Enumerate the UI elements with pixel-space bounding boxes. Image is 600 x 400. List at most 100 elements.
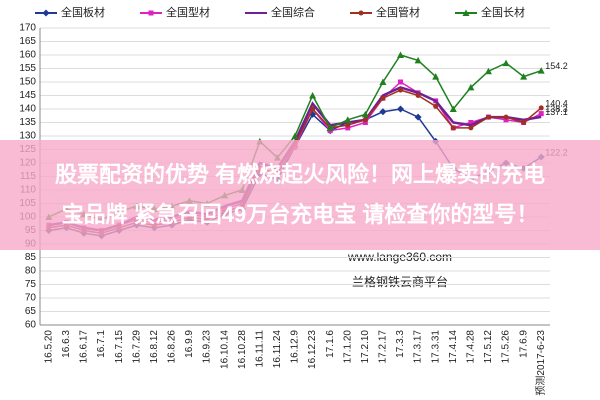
marker [291, 132, 299, 139]
marker [345, 125, 351, 131]
end-label: 154.2 [545, 61, 568, 71]
marker [148, 10, 154, 16]
marker [449, 105, 457, 112]
x-tick-label: 16.7.29 [131, 330, 142, 364]
marker [414, 113, 422, 121]
marker [450, 125, 456, 131]
end-label: 138.3 [545, 104, 568, 114]
legend-label: 全国管材 [376, 5, 420, 19]
y-tick-label: 140 [19, 104, 36, 115]
y-tick-label: 170 [19, 23, 36, 34]
marker [345, 122, 351, 128]
x-tick-label: 17.3.31 [430, 330, 441, 364]
x-tick-label: 17.1.6 [325, 330, 336, 358]
end-label: 137.1 [545, 107, 568, 117]
x-tick-label: 17.4.28 [466, 330, 477, 364]
x-tick-label: 17.2.17 [378, 330, 389, 364]
marker [468, 120, 474, 125]
x-tick-label: 16.8.12 [149, 330, 160, 364]
x-tick-label: 预测2017-6-23 [534, 330, 547, 396]
marker [362, 120, 368, 125]
marker [467, 83, 475, 91]
marker [398, 79, 404, 85]
y-tick-label: 85 [25, 252, 37, 263]
legend-label: 全国板材 [61, 5, 105, 19]
x-tick-label: 16.9.23 [202, 330, 213, 364]
x-tick-label: 16.12.23 [307, 330, 318, 369]
x-tick-label: 16.6.17 [79, 330, 90, 364]
marker [309, 92, 317, 99]
overlay-banner: 股票配资的优势 有燃烧起火风险！网上爆卖的充电 宝品牌 紧急召回49万台充电宝 … [0, 140, 600, 250]
end-label: 140.4 [545, 98, 568, 108]
legend-label: 全国综合 [271, 5, 315, 19]
marker [538, 105, 544, 111]
watermark-brand: 兰格钢铁云商平台 [352, 274, 448, 289]
marker [414, 56, 422, 64]
y-tick-label: 70 [25, 293, 37, 304]
y-tick-label: 150 [19, 77, 36, 88]
y-tick-label: 160 [19, 50, 36, 61]
marker [326, 124, 334, 131]
marker [502, 59, 510, 67]
x-tick-label: 16.8.26 [167, 330, 178, 364]
y-tick-label: 75 [25, 279, 37, 290]
marker [380, 95, 386, 101]
marker [362, 117, 368, 123]
marker [432, 73, 440, 80]
marker [503, 114, 509, 120]
marker [397, 105, 405, 113]
y-tick-label: 80 [25, 266, 37, 277]
y-tick-label: 60 [25, 320, 37, 331]
x-tick-label: 17.5.26 [501, 330, 512, 364]
x-tick-label: 16.6.3 [61, 330, 72, 358]
marker [379, 108, 387, 116]
y-tick-label: 155 [19, 63, 36, 74]
x-tick-label: 16.10.28 [237, 330, 248, 369]
x-tick-label: 16.5.20 [43, 330, 54, 364]
marker [485, 114, 491, 120]
marker [537, 67, 545, 74]
x-tick-label: 17.3.3 [395, 330, 406, 358]
marker [361, 110, 369, 118]
overlay-line: 股票配资的优势 有燃烧起火风险！网上爆卖的充电 [54, 162, 546, 187]
x-tick-label: 16.7.15 [114, 330, 125, 364]
marker [344, 116, 352, 123]
legend-label: 全国长材 [481, 5, 525, 19]
y-tick-label: 65 [25, 306, 37, 317]
marker [433, 103, 439, 109]
marker [310, 106, 316, 112]
y-tick-label: 145 [19, 90, 36, 101]
marker [42, 9, 50, 17]
marker [503, 117, 509, 123]
x-tick-label: 16.7.1 [96, 330, 107, 358]
marker [398, 87, 404, 93]
x-tick-label: 17.2.10 [360, 330, 371, 364]
x-tick-label: 17.5.12 [483, 330, 494, 364]
x-tick-label: 17.1.20 [342, 330, 353, 364]
marker [538, 111, 544, 117]
x-tick-label: 16.12.9 [290, 330, 301, 364]
legend-label: 全国型材 [166, 5, 210, 19]
y-tick-label: 165 [19, 36, 36, 47]
x-tick-label: 16.11.24 [272, 330, 283, 369]
overlay-line: 宝品牌 紧急召回49万台充电宝 请检查你的型号！ [61, 202, 539, 227]
marker [484, 67, 492, 75]
marker [521, 120, 527, 125]
x-tick-label: 16.11.11 [254, 330, 265, 368]
marker [415, 93, 421, 98]
marker [379, 78, 387, 85]
marker [358, 10, 364, 16]
x-tick-label: 16.10.14 [219, 330, 230, 369]
marker [397, 51, 405, 58]
y-tick-label: 135 [19, 117, 36, 128]
marker [520, 73, 528, 80]
x-tick-label: 17.3.17 [413, 330, 424, 364]
y-tick-label: 130 [19, 131, 36, 142]
marker [462, 9, 470, 16]
marker [468, 125, 474, 131]
x-tick-label: 17.4.14 [448, 330, 459, 364]
x-tick-label: 16.9.9 [184, 330, 195, 358]
x-tick-label: 17.6.9 [518, 330, 529, 358]
